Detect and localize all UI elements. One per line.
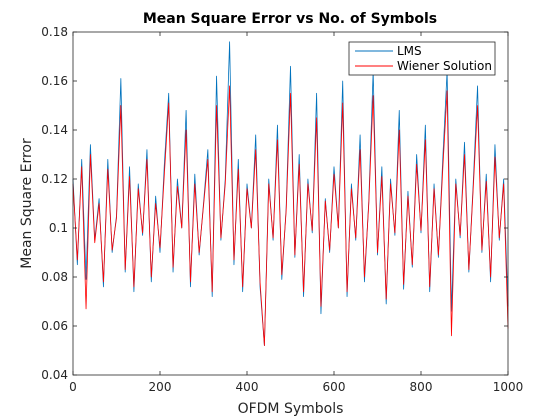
legend-label-wiener: Wiener Solution	[397, 59, 492, 73]
y-tick-label: 0.16	[41, 74, 68, 88]
y-tick-label: 0.1	[49, 221, 68, 235]
series-layer	[72, 41, 509, 347]
legend-box	[348, 41, 496, 76]
x-tick-label: 400	[236, 380, 259, 394]
axes-layer: 0 200 400 600 800 1000 0.04 0.06 0.08 0.1 0.12 0.14…	[41, 25, 523, 394]
y-tick-label: 0.14	[41, 123, 68, 137]
chart-title: Mean Square Error vs No. of Symbols	[143, 11, 437, 27]
x-tick-label: 800	[410, 380, 433, 394]
series-line-wiener	[72, 85, 509, 347]
x-tick-label: 0	[69, 380, 77, 394]
y-axis-label: Mean Square Error	[19, 138, 35, 269]
legend-label-lms: LMS	[397, 44, 422, 58]
y-tick-label: 0.08	[41, 270, 68, 284]
y-tick-label: 0.04	[41, 368, 68, 382]
axes-box	[72, 31, 509, 376]
x-axis-label: OFDM Symbols	[238, 401, 344, 417]
x-tick-label: 600	[323, 380, 346, 394]
x-tick-label: 1000	[493, 380, 524, 394]
y-tick-label: 0.12	[41, 172, 68, 186]
x-tick-label: 200	[149, 380, 172, 394]
y-tick-label: 0.06	[41, 319, 68, 333]
y-tick-label: 0.18	[41, 25, 68, 39]
legend: LMS Wiener Solution	[348, 41, 496, 76]
